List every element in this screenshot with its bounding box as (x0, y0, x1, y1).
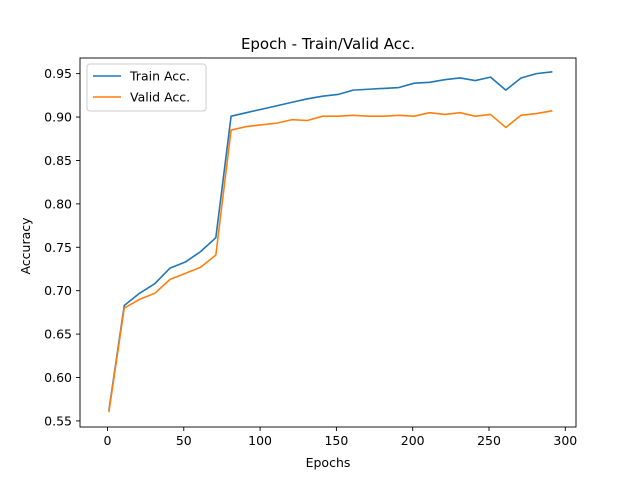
series-line-train-acc (108, 71, 553, 411)
x-axis-title: Epochs (306, 455, 351, 470)
x-tick-label: 200 (401, 433, 425, 448)
y-tick-label: 0.75 (44, 240, 72, 255)
x-tick-label: 50 (176, 433, 192, 448)
y-tick-label: 0.90 (44, 110, 72, 125)
y-tick-label: 0.80 (44, 196, 72, 211)
x-tick-label: 250 (477, 433, 501, 448)
y-tick-label: 0.65 (44, 327, 72, 342)
x-tick-label: 300 (553, 433, 577, 448)
x-tick-label: 0 (103, 433, 111, 448)
axes-layer: 0 50 100 150 200 250 300 0.55 0.60 0.65 0.70 0.75 0.… (44, 57, 577, 448)
chart-title: Epoch - Train/Valid Acc. (241, 35, 415, 53)
series-layer (108, 71, 553, 413)
plot-area (80, 58, 576, 427)
axes-frame (79, 57, 577, 428)
y-tick-label: 0.55 (44, 413, 72, 428)
legend: Train Acc. Valid Acc. (86, 63, 207, 112)
legend-label-train-acc: Train Acc. (129, 69, 190, 84)
legend-label-valid-acc: Valid Acc. (130, 90, 190, 105)
y-tick-label: 0.60 (44, 370, 72, 385)
x-tick-label: 150 (324, 433, 348, 448)
y-tick-label: 0.95 (44, 66, 72, 81)
series-line-valid-acc (108, 110, 553, 413)
y-tick-label: 0.85 (44, 153, 72, 168)
plot-background (80, 58, 576, 427)
y-axis-title: Accuracy (18, 217, 33, 275)
y-tick-label: 0.70 (44, 283, 72, 298)
x-tick-label: 100 (248, 433, 272, 448)
